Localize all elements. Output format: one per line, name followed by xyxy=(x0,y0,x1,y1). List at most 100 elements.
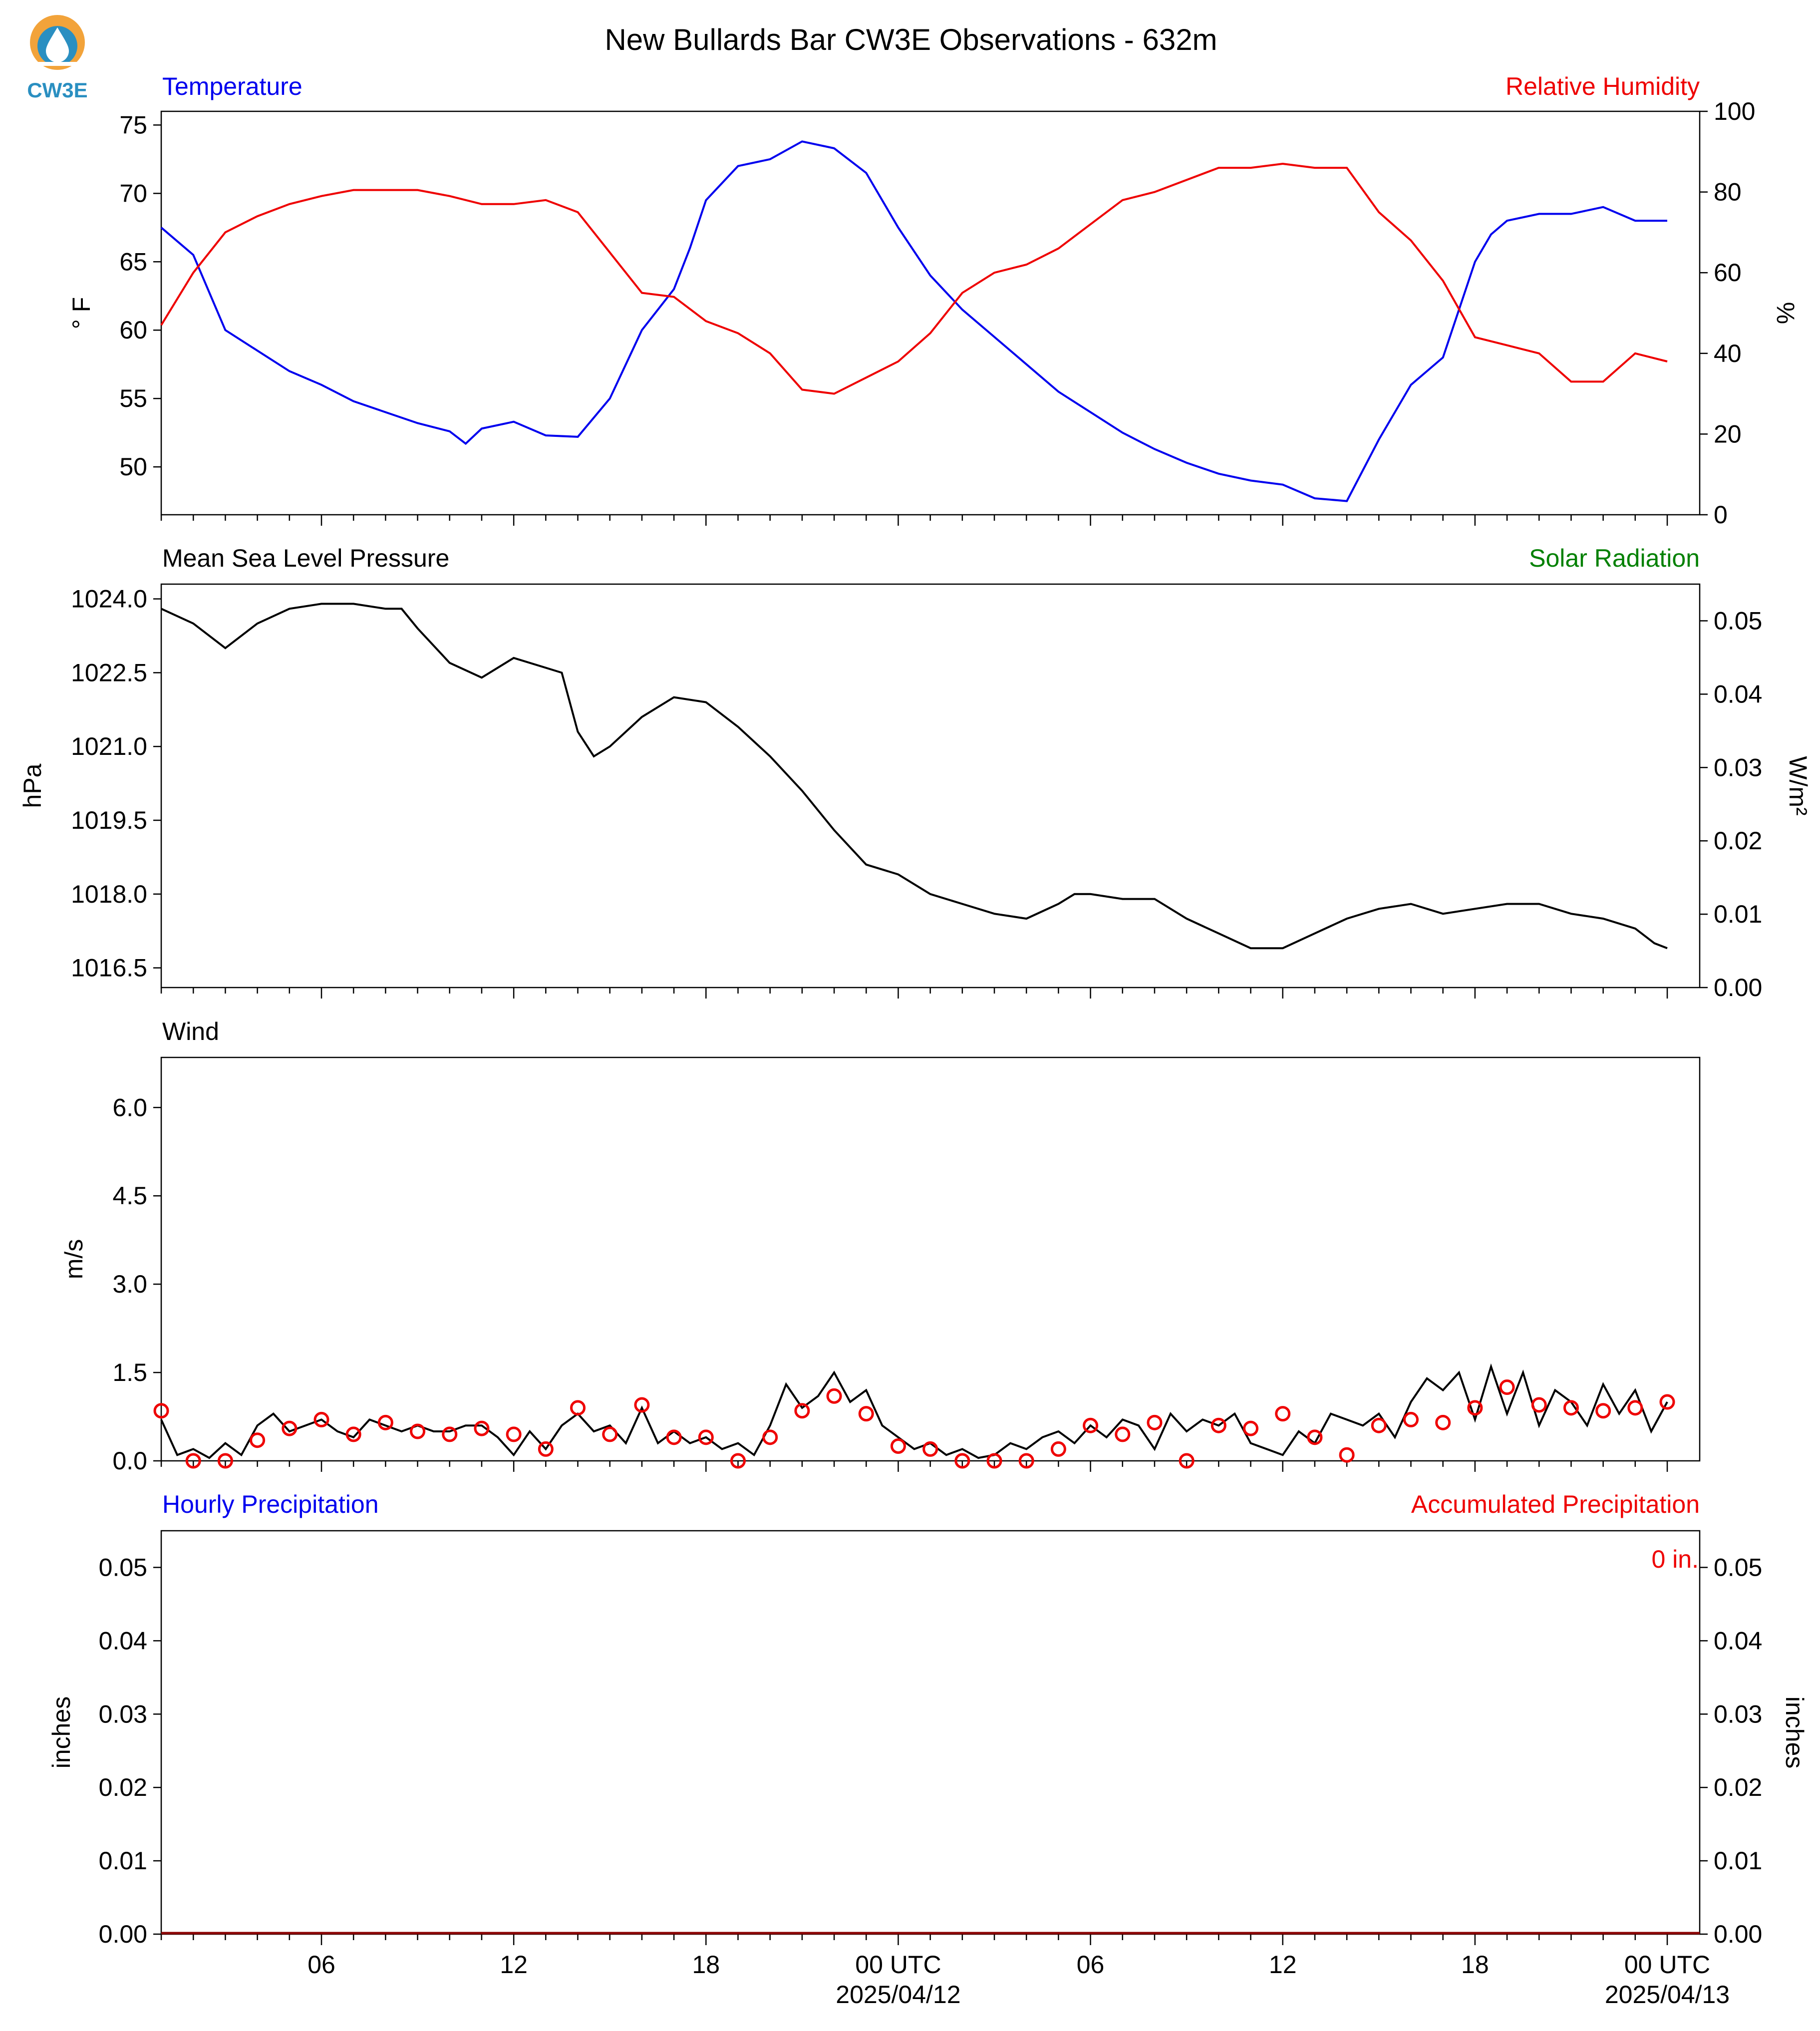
x-tick-label: 12 xyxy=(1269,1951,1297,1979)
accum-precip-y-axis: 0.00 0.01 0.02 0.03 0.04 0.05 xyxy=(1700,1553,1762,1948)
pressure-series-line xyxy=(161,603,1668,950)
accum-precip-title: Accumulated Precipitation xyxy=(1411,1490,1700,1518)
wind-hourly-marker xyxy=(1179,1453,1195,1469)
wind-hourly-marker xyxy=(153,1403,169,1419)
solar-y-tick-label: 0.01 xyxy=(1714,900,1762,928)
pressure-y-tick-label: 1022.5 xyxy=(71,659,147,686)
wind-y-tick-label: 0.0 xyxy=(112,1447,147,1475)
x-date-label: 2025/04/13 xyxy=(1605,1981,1730,2009)
pressure-y-unit: hPa xyxy=(18,763,46,808)
x-tick-label: 06 xyxy=(1077,1951,1105,1979)
solar-y-tick-label: 0.04 xyxy=(1714,680,1762,708)
wind-title: Wind xyxy=(162,1017,219,1045)
humidity-y-tick-label: 60 xyxy=(1714,259,1742,287)
precip-y-tick-label: 0.05 xyxy=(99,1553,147,1581)
wind-hourly-marker xyxy=(1243,1420,1259,1436)
wind-y-axis: 0.0 1.5 3.0 4.5 6.0 xyxy=(112,1093,161,1475)
humidity-y-tick-label: 20 xyxy=(1714,420,1742,448)
wind-hourly-marker xyxy=(922,1441,938,1457)
solar-y-tick-label: 0.02 xyxy=(1714,827,1762,855)
humidity-series-line xyxy=(160,162,1668,395)
solar-y-tick-label: 0.03 xyxy=(1714,753,1762,781)
wind-y-tick-label: 6.0 xyxy=(112,1093,147,1121)
humidity-y-tick-label: 40 xyxy=(1714,339,1742,367)
wind-hourly-marker xyxy=(217,1453,233,1469)
wind-hourly-marker xyxy=(1147,1414,1163,1430)
wind-hourly-marker xyxy=(698,1429,714,1445)
wind-hourly-marker xyxy=(410,1423,426,1439)
temperature-y-tick-label: 55 xyxy=(119,384,147,412)
panel-temperature: Temperature Relative Humidity 50 55 60 65 70… xyxy=(67,72,1800,529)
solar-y-unit: W/m² xyxy=(1784,756,1812,815)
wind-hourly-marker xyxy=(1499,1379,1515,1395)
pressure-y-tick-label: 1021.0 xyxy=(71,732,147,760)
wind-hourly-marker xyxy=(1115,1426,1131,1442)
precip-y-unit: inches xyxy=(47,1696,75,1769)
accum-precip-y-tick-label: 0.01 xyxy=(1714,1847,1762,1875)
logo-drop-icon xyxy=(46,27,69,62)
temperature-title: Temperature xyxy=(162,72,303,100)
accum-precip-y-tick-label: 0.05 xyxy=(1714,1553,1762,1581)
wind-hourly-marker xyxy=(1083,1417,1099,1433)
humidity-y-unit: % xyxy=(1772,302,1800,324)
precip-y-tick-label: 0.02 xyxy=(99,1773,147,1801)
solar-y-tick-label: 0.00 xyxy=(1714,974,1762,1002)
wind-hourly-marker xyxy=(1563,1400,1579,1416)
humidity-y-tick-label: 0 xyxy=(1714,501,1728,529)
panel-pressure: Mean Sea Level Pressure Solar Radiation … xyxy=(18,544,1812,1002)
wind-hourly-marker xyxy=(1371,1417,1387,1433)
wind-y-tick-label: 3.0 xyxy=(112,1270,147,1298)
wind-hourly-marker xyxy=(602,1426,618,1442)
wind-hourly-marker xyxy=(634,1397,650,1413)
solar-title: Solar Radiation xyxy=(1529,544,1700,572)
cw3e-logo: CW3E xyxy=(27,15,88,102)
hourly-precip-title: Hourly Precipitation xyxy=(162,1490,379,1518)
wind-y-unit: m/s xyxy=(60,1239,88,1280)
wind-hourly-marker xyxy=(858,1406,874,1422)
accum-precip-y-tick-label: 0.03 xyxy=(1714,1700,1762,1728)
wind-hourly-marker xyxy=(1275,1406,1291,1422)
accum-precip-y-unit: inches xyxy=(1781,1696,1809,1769)
wind-hourly-marker xyxy=(730,1453,746,1469)
wind-x-ticks xyxy=(160,1461,1668,1472)
wind-hourly-marker xyxy=(666,1429,682,1445)
accum-precip-y-tick-label: 0.02 xyxy=(1714,1773,1762,1801)
pressure-y-tick-label: 1019.5 xyxy=(71,806,147,834)
wind-hourly-marker xyxy=(826,1388,842,1404)
wind-hourly-marker xyxy=(570,1400,586,1416)
panel-wind: Wind 0.0 1.5 3.0 4.5 6.0 m/s xyxy=(60,1017,1701,1475)
humidity-y-tick-label: 80 xyxy=(1714,178,1742,206)
precip-y-tick-label: 0.03 xyxy=(99,1700,147,1728)
wind-hourly-marker xyxy=(762,1429,778,1445)
wind-hourly-marker xyxy=(1211,1417,1226,1433)
pressure-plot-frame xyxy=(160,583,1701,989)
wind-hourly-marker xyxy=(442,1426,458,1442)
wind-hourly-marker xyxy=(474,1420,490,1436)
wind-hourly-marker xyxy=(282,1420,298,1436)
precip-plot-frame xyxy=(160,1530,1701,1935)
precip-y-tick-label: 0.00 xyxy=(99,1920,147,1948)
solar-y-tick-label: 0.05 xyxy=(1714,607,1762,635)
wind-hourly-marker xyxy=(890,1438,906,1454)
wind-hourly-marker xyxy=(1467,1400,1483,1416)
precip-y-tick-label: 0.04 xyxy=(99,1627,147,1655)
temperature-y-axis: 50 55 60 65 70 75 xyxy=(119,111,161,481)
x-tick-label: 06 xyxy=(307,1951,335,1979)
wind-hourly-marker xyxy=(1403,1411,1419,1427)
x-tick-label: 18 xyxy=(692,1951,720,1979)
pressure-y-axis: 1016.5 1018.0 1019.5 1021.0 1022.5 1024.0 xyxy=(71,585,161,982)
temperature-y-tick-label: 75 xyxy=(119,111,147,139)
pressure-title: Mean Sea Level Pressure xyxy=(162,544,449,572)
humidity-y-axis: 0 20 40 60 80 100 xyxy=(1700,97,1755,529)
accum-precip-total-label: 0 in. xyxy=(1651,1545,1699,1573)
wind-hourly-marker xyxy=(1018,1453,1034,1469)
wind-y-tick-label: 1.5 xyxy=(112,1358,147,1386)
solar-y-axis: 0.00 0.01 0.02 0.03 0.04 0.05 xyxy=(1700,607,1762,1002)
temperature-y-tick-label: 50 xyxy=(119,453,147,481)
temperature-plot-frame xyxy=(160,110,1701,516)
humidity-title: Relative Humidity xyxy=(1506,72,1700,100)
wind-hourly-marker xyxy=(1339,1447,1355,1463)
x-tick-label: 18 xyxy=(1461,1951,1489,1979)
